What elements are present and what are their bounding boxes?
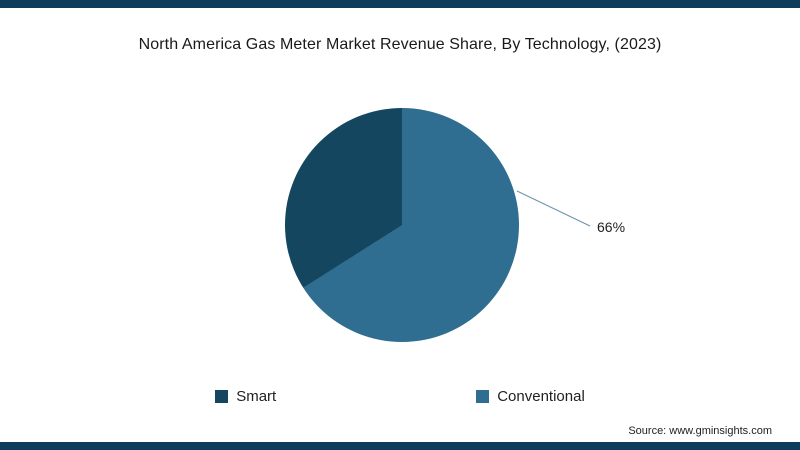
legend: Smart Conventional <box>0 388 800 405</box>
legend-item-smart: Smart <box>215 388 276 405</box>
conventional-percent-label: 66% <box>597 219 626 235</box>
legend-label-conventional: Conventional <box>497 388 585 405</box>
legend-swatch-conventional <box>476 390 490 403</box>
frame-bottom-bar <box>0 442 800 450</box>
source-attribution: Source: www.gminsights.com <box>628 425 772 437</box>
legend-swatch-smart <box>215 390 229 403</box>
pie-chart <box>285 108 519 342</box>
frame-top-bar <box>0 0 800 8</box>
legend-label-smart: Smart <box>236 388 277 405</box>
legend-item-conventional: Conventional <box>476 388 585 405</box>
chart-title: North America Gas Meter Market Revenue S… <box>138 36 662 53</box>
